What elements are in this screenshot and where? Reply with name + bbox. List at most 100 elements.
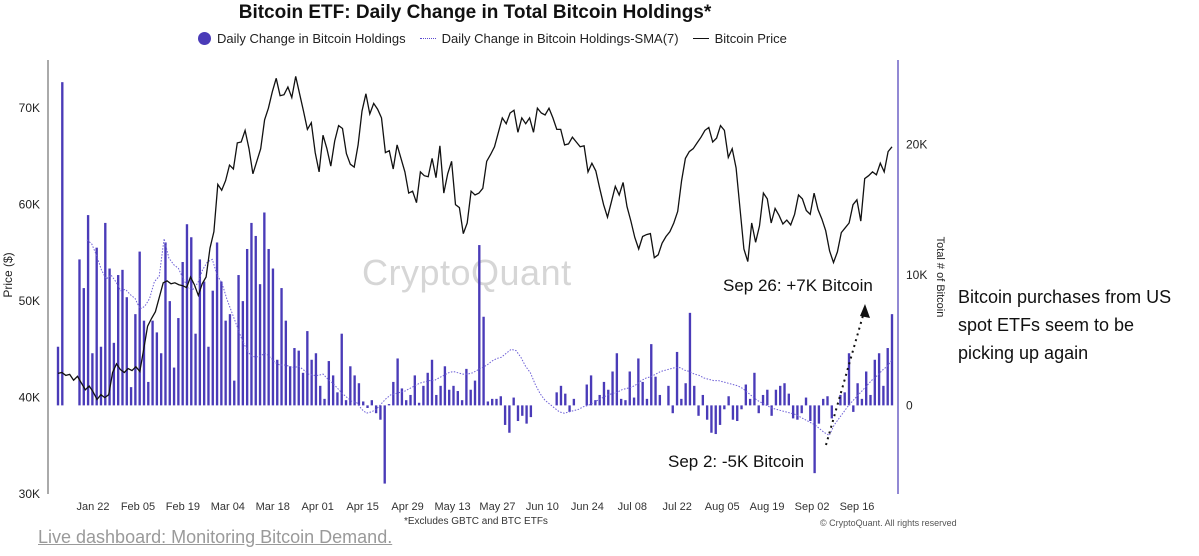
holdings-bar (129, 387, 133, 406)
holdings-bar (886, 348, 889, 406)
holdings-bar (525, 405, 528, 424)
holdings-bar (91, 353, 94, 406)
holdings-bar (366, 405, 369, 408)
holdings-bar (632, 397, 636, 406)
holdings-bar (435, 394, 438, 406)
legend-swatch-bars (198, 32, 211, 45)
holdings-bar (727, 396, 730, 406)
holdings-bar (869, 394, 872, 406)
dashboard-link[interactable]: Live dashboard: Monitoring Bitcoin Deman… (38, 527, 393, 547)
holdings-bar (138, 251, 141, 406)
holdings-bar (701, 394, 705, 406)
holdings-bar (473, 380, 477, 406)
holdings-bar (856, 383, 859, 406)
x-tick-label: Apr 29 (391, 501, 423, 513)
holdings-bar (598, 394, 601, 406)
holdings-bar (830, 405, 833, 419)
holdings-bar (181, 262, 184, 406)
holdings-bar (671, 405, 674, 414)
x-tick-label: Aug 19 (750, 501, 785, 513)
holdings-bar (791, 405, 795, 419)
holdings-bar (680, 398, 683, 406)
holdings-bar (387, 404, 391, 406)
holdings-bar (766, 389, 769, 406)
holdings-bar (718, 405, 722, 425)
holdings-bar (809, 405, 812, 422)
holdings-bar (619, 398, 623, 406)
holdings-bar (147, 381, 150, 406)
x-tick-label: Apr 15 (346, 501, 378, 513)
holdings-bar (250, 222, 253, 406)
holdings-bar (220, 281, 223, 406)
x-tick-label: Feb 19 (166, 501, 200, 513)
holdings-bar (486, 401, 490, 406)
holdings-bar (847, 353, 851, 406)
holdings-bar (314, 353, 318, 406)
holdings-bar (774, 389, 778, 406)
holdings-bar (529, 405, 533, 418)
holdings-bar (865, 371, 868, 406)
legend-item-holdings[interactable]: Daily Change in Bitcoin Holdings (198, 31, 406, 46)
annotation-arrow-line (825, 311, 865, 446)
holdings-bar (594, 400, 597, 406)
holdings-bar (327, 361, 331, 406)
holdings-bar (787, 393, 790, 406)
holdings-bar (142, 320, 146, 406)
x-tick-label: Feb 05 (121, 501, 155, 513)
holdings-bar (422, 385, 425, 406)
x-tick-label: Jul 08 (618, 501, 647, 513)
legend-item-price[interactable]: Bitcoin Price (692, 31, 787, 46)
holdings-bar (521, 405, 524, 416)
x-tick-label: Mar 18 (256, 501, 290, 513)
watermark: CryptoQuant (362, 252, 572, 293)
x-tick-label: Jul 22 (663, 501, 692, 513)
holdings-bar (684, 383, 687, 406)
holdings-bar (405, 400, 408, 406)
holdings-bar (641, 381, 644, 406)
holdings-bar (293, 348, 296, 406)
holdings-bar (353, 375, 356, 406)
holdings-bar (585, 384, 588, 406)
holdings-bar (151, 320, 154, 406)
holdings-bar (159, 353, 163, 406)
legend-label-sma: Daily Change in Bitcoin Holdings-SMA(7) (441, 31, 679, 46)
holdings-bar (267, 248, 270, 406)
holdings-bar (370, 400, 373, 406)
holdings-bar (288, 366, 292, 406)
holdings-bar (465, 368, 468, 406)
legend-item-sma[interactable]: Daily Change in Bitcoin Holdings-SMA(7) (419, 31, 679, 46)
x-tick-label: Sep 16 (840, 501, 875, 513)
holdings-bar (86, 215, 90, 406)
holdings-bar (331, 375, 335, 406)
y-tick-left-label: 30K (19, 487, 40, 501)
holdings-bar (564, 393, 567, 406)
holdings-bar (705, 405, 709, 420)
holdings-bar (469, 389, 472, 406)
holdings-bar (503, 405, 507, 425)
holdings-bar (654, 376, 657, 406)
y-tick-right-label: 0 (906, 398, 913, 412)
holdings-bar (125, 297, 128, 406)
holdings-bar (336, 392, 339, 406)
y-tick-left-label: 50K (19, 294, 40, 308)
annotation-arrow-head (860, 304, 870, 318)
chart-footnote: *Excludes GBTC and BTC ETFs (404, 516, 548, 527)
holdings-bar (688, 312, 692, 406)
holdings-bar (211, 290, 214, 406)
holdings-bar (460, 400, 464, 406)
holdings-bar (233, 380, 236, 406)
holdings-bar (108, 268, 111, 406)
holdings-bar (852, 405, 855, 412)
holdings-bar (319, 385, 322, 406)
holdings-bar (349, 366, 352, 406)
holdings-bar (207, 346, 210, 406)
holdings-bar (177, 318, 180, 406)
holdings-bar (276, 359, 279, 406)
holdings-bar (190, 237, 193, 406)
holdings-bar (61, 82, 64, 406)
holdings-bar (254, 235, 257, 406)
holdings-bar (284, 320, 288, 406)
holdings-bar (400, 388, 404, 406)
legend-swatch-price (692, 38, 709, 39)
holdings-bar (697, 405, 700, 416)
